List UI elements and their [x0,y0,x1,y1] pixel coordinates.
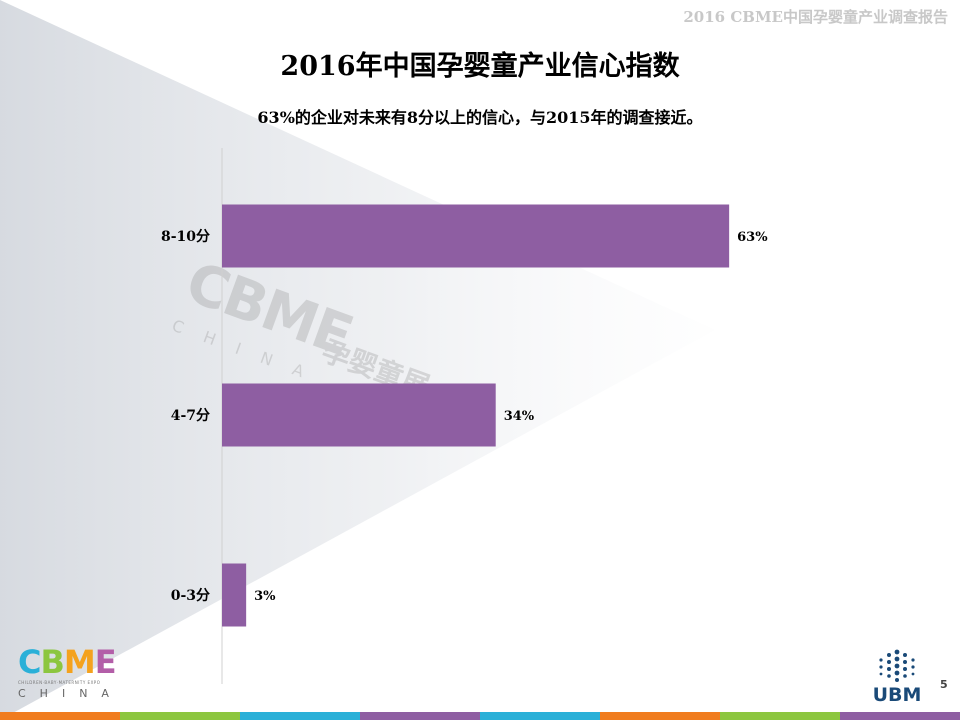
bottom-bar-segment [0,712,120,720]
bottom-bar-segment [240,712,360,720]
bar-3 [222,563,247,627]
bottom-bar-segment [120,712,240,720]
cbme-logo: CBME CHILDREN·BABY·MATERNITY EXPO CHINA [18,646,128,706]
bottom-bar-segment [480,712,600,720]
value-label-2: 34% [504,409,535,424]
bottom-color-bar [0,712,960,720]
bar-2 [222,383,496,447]
cbme-logo-country: CHINA [18,687,123,700]
ubm-logo-text: UBM [872,684,922,706]
chart-subtitle: 63%的企业对未来有8分以上的信心，与2015年的调查接近。 [257,108,703,127]
category-label-2: 4-7分 [171,408,210,424]
page-number: 5 [940,678,948,691]
bottom-bar-segment [720,712,840,720]
bar-1 [222,204,730,268]
bottom-bar-segment [840,712,960,720]
bottom-bar-segment [360,712,480,720]
ubm-logo: UBM [862,646,932,708]
category-label-3: 0-3分 [171,588,210,604]
bottom-bar-segment [600,712,720,720]
cbme-logo-letters: CBME [18,643,117,681]
ubm-dots-icon [879,649,915,682]
category-label-1: 8-10分 [161,229,210,245]
chart-title: 2016年中国孕婴童产业信心指数 [280,51,680,82]
value-label-1: 63% [737,230,768,245]
value-label-3: 3% [254,589,276,604]
report-title: 2016 CBME中国孕婴童产业调查报告 [683,8,948,26]
cbme-logo-tagline: CHILDREN·BABY·MATERNITY EXPO [18,680,101,685]
